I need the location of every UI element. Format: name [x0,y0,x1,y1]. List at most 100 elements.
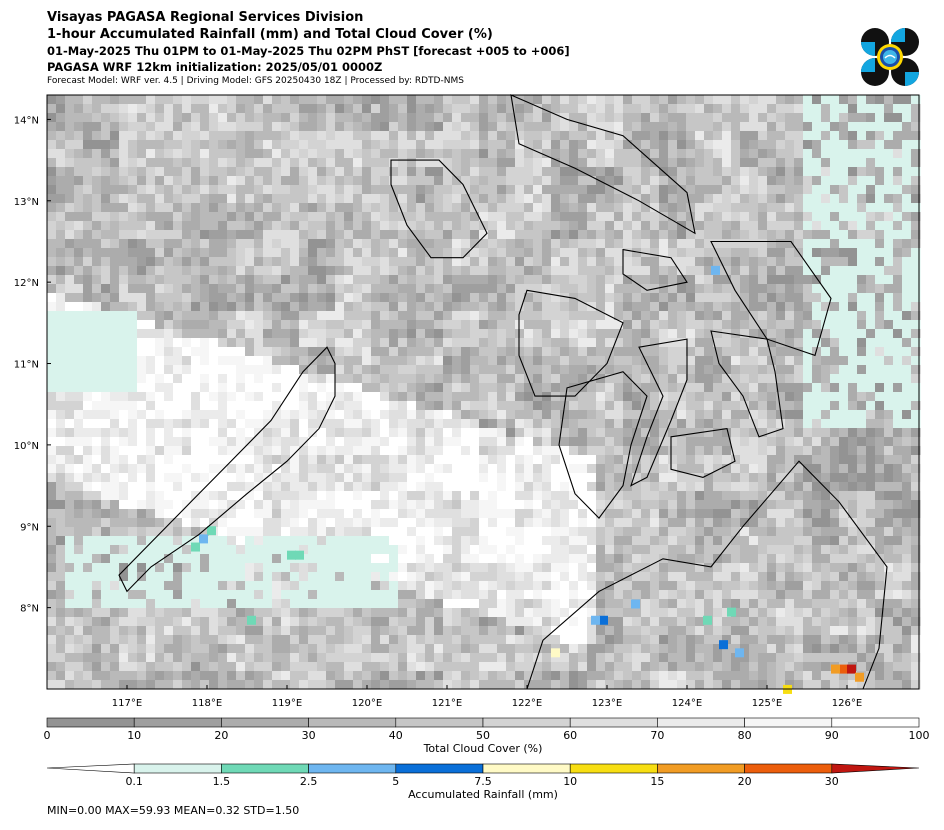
cloud-swatch [46,717,135,728]
cloud-tick-label: 50 [476,729,490,742]
lon-tick-label: 121°E [432,698,462,709]
rain-cell [247,615,256,625]
rain-cell [207,526,216,536]
lat-tick-label: 10°N [14,441,39,452]
rain-tick-label: 7.5 [474,775,492,788]
cloud-tick-label: 80 [738,729,752,742]
rain-tick-label: 0.1 [125,775,143,788]
cloud-tick-label: 20 [214,729,228,742]
rain-swatch [308,763,397,774]
rain-tick-label: 30 [825,775,839,788]
cloud-tick-label: 0 [44,729,51,742]
lat-tick-label: 14°N [14,115,39,126]
lon-tick-label: 117°E [112,698,142,709]
lon-tick-label: 119°E [272,698,302,709]
title-product: 1-hour Accumulated Rainfall (mm) and Tot… [47,27,493,42]
lon-tick-label: 124°E [672,698,702,709]
lat-tick-label: 11°N [14,360,39,371]
rain-swatch [482,763,571,774]
cloud-tick-label: 10 [127,729,141,742]
rain-swatch [744,763,833,774]
coastline-3 [558,371,648,519]
rain-cell [631,599,640,609]
rain-cell [591,615,600,625]
cloud-colorbar-label: Total Cloud Cover (%) [423,742,543,755]
rain-extend-high [831,763,920,774]
lon-tick-label: 120°E [352,698,382,709]
map-frame [46,94,920,690]
lat-tick-label: 13°N [14,197,39,208]
coastlines [118,94,888,690]
rain-cell [295,550,304,560]
cloud-tick-label: 40 [389,729,403,742]
coastline-8 [622,248,688,291]
coastline-6 [710,330,784,438]
rain-swatch [221,763,309,774]
cloud-swatch [133,717,222,728]
rain-cell [199,534,208,544]
rain-cell [287,550,296,560]
title-region: Visayas PAGASA Regional Services Divisio… [47,10,364,25]
coastline-1 [390,159,488,259]
rainfall-statistics: MIN=0.00 MAX=59.93 MEAN=0.32 STD=1.50 [47,804,300,817]
cloud-tick-label: 90 [825,729,839,742]
pagasa-logo-icon [861,28,919,86]
rain-cell [839,664,848,674]
cloud-tick-label: 60 [563,729,577,742]
rain-cell [735,648,744,658]
cloud-swatch [221,717,309,728]
coastline-5 [670,427,736,478]
coastline-0 [118,346,336,593]
lat-tick-label: 9°N [20,522,39,533]
lon-tick-label: 122°E [512,698,542,709]
rain-swatch [133,763,222,774]
rain-cell [711,265,720,275]
rain-swatch [395,763,484,774]
lon-tick-label: 126°E [832,698,862,709]
cloud-swatch [569,717,658,728]
title-initialization: PAGASA WRF 12km initialization: 2025/05/… [47,60,383,74]
rain-cell [831,664,840,674]
rain-swatch [657,763,745,774]
rain-cell [727,607,736,617]
rain-tick-label: 1.5 [213,775,231,788]
cloud-tick-label: 30 [302,729,316,742]
cloud-swatch [657,717,745,728]
rain-tick-label: 20 [738,775,752,788]
title-valid-time: 01-May-2025 Thu 01PM to 01-May-2025 Thu … [47,44,570,58]
cloud-swatch [831,717,920,728]
cloud-rain-grid [47,95,921,694]
colorbars: 0 10 20 30 40 50 60 70 80 90 100 Total Cloud Cover … [44,717,930,801]
coastline-9 [526,460,888,690]
rain-tick-label: 5 [392,775,399,788]
cloud-tick-label: 70 [650,729,664,742]
cloud-tick-label: 100 [909,729,930,742]
rain-tick-label: 15 [650,775,664,788]
rain-extend-low [46,763,135,774]
coastline-4 [630,338,688,487]
rain-tick-label: 2.5 [300,775,318,788]
lat-tick-label: 8°N [20,604,39,615]
coastline-2 [518,289,624,397]
rain-cell [599,615,608,625]
rain-tick-label: 10 [563,775,577,788]
cloud-swatch [482,717,571,728]
lon-tick-label: 123°E [592,698,622,709]
coastline-10 [510,94,696,235]
rain-swatch [569,763,658,774]
lat-tick-label: 12°N [14,278,39,289]
rain-colorbar-label: Accumulated Rainfall (mm) [408,788,558,801]
cloud-swatch [308,717,397,728]
rain-cell [551,648,560,658]
lon-tick-label: 125°E [752,698,782,709]
title-model-info: Forecast Model: WRF ver. 4.5 | Driving M… [47,76,464,86]
cloud-swatch [744,717,833,728]
rain-cell [719,640,728,650]
rain-cell [191,542,200,552]
cloud-swatch [395,717,484,728]
rain-cell [703,615,712,625]
map-axes: 117°E 118°E 119°E 120°E 121°E 122°E 123°E 124°E… [14,115,862,709]
rain-cell [855,672,864,682]
rain-cell [847,664,856,674]
